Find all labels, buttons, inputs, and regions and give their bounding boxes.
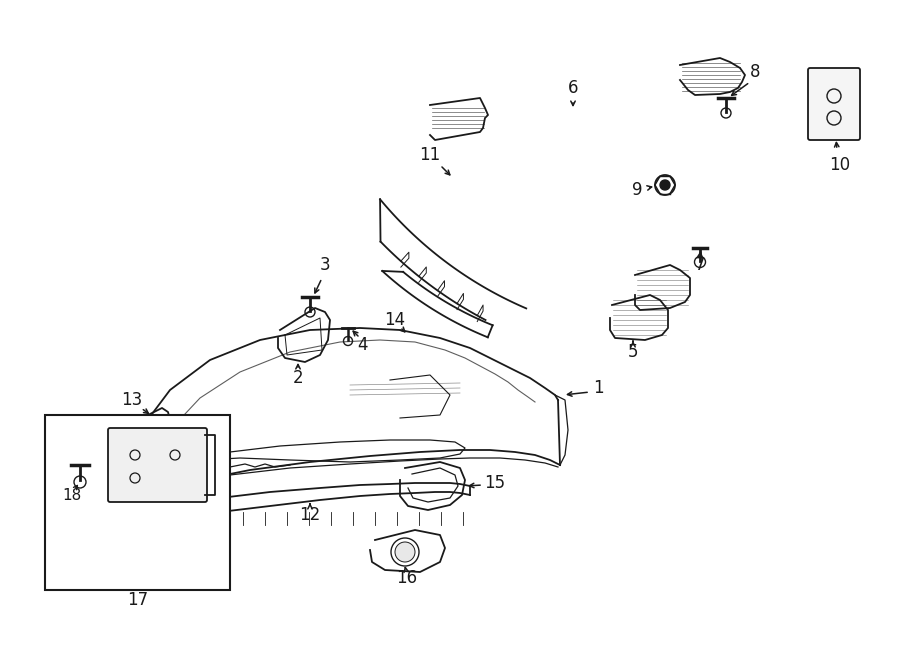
Text: 12: 12 — [300, 506, 320, 524]
Text: 15: 15 — [484, 474, 506, 492]
Text: 13: 13 — [122, 391, 142, 409]
Text: 4: 4 — [358, 336, 368, 354]
Text: 5: 5 — [628, 343, 638, 361]
Text: 1: 1 — [593, 379, 603, 397]
Text: 18: 18 — [62, 488, 82, 502]
Circle shape — [395, 542, 415, 562]
Text: 8: 8 — [750, 63, 760, 81]
FancyBboxPatch shape — [808, 68, 860, 140]
Text: 7: 7 — [695, 256, 706, 274]
Text: 2: 2 — [292, 369, 303, 387]
Text: 17: 17 — [128, 591, 148, 609]
Text: 6: 6 — [568, 79, 578, 97]
Text: 10: 10 — [830, 156, 850, 174]
Text: 14: 14 — [384, 311, 406, 329]
Text: 3: 3 — [320, 256, 330, 274]
Text: 11: 11 — [419, 146, 441, 164]
Text: 16: 16 — [396, 569, 418, 587]
Bar — [45, 415, 230, 590]
Circle shape — [660, 180, 670, 190]
FancyBboxPatch shape — [108, 428, 207, 502]
Text: 9: 9 — [632, 181, 643, 199]
